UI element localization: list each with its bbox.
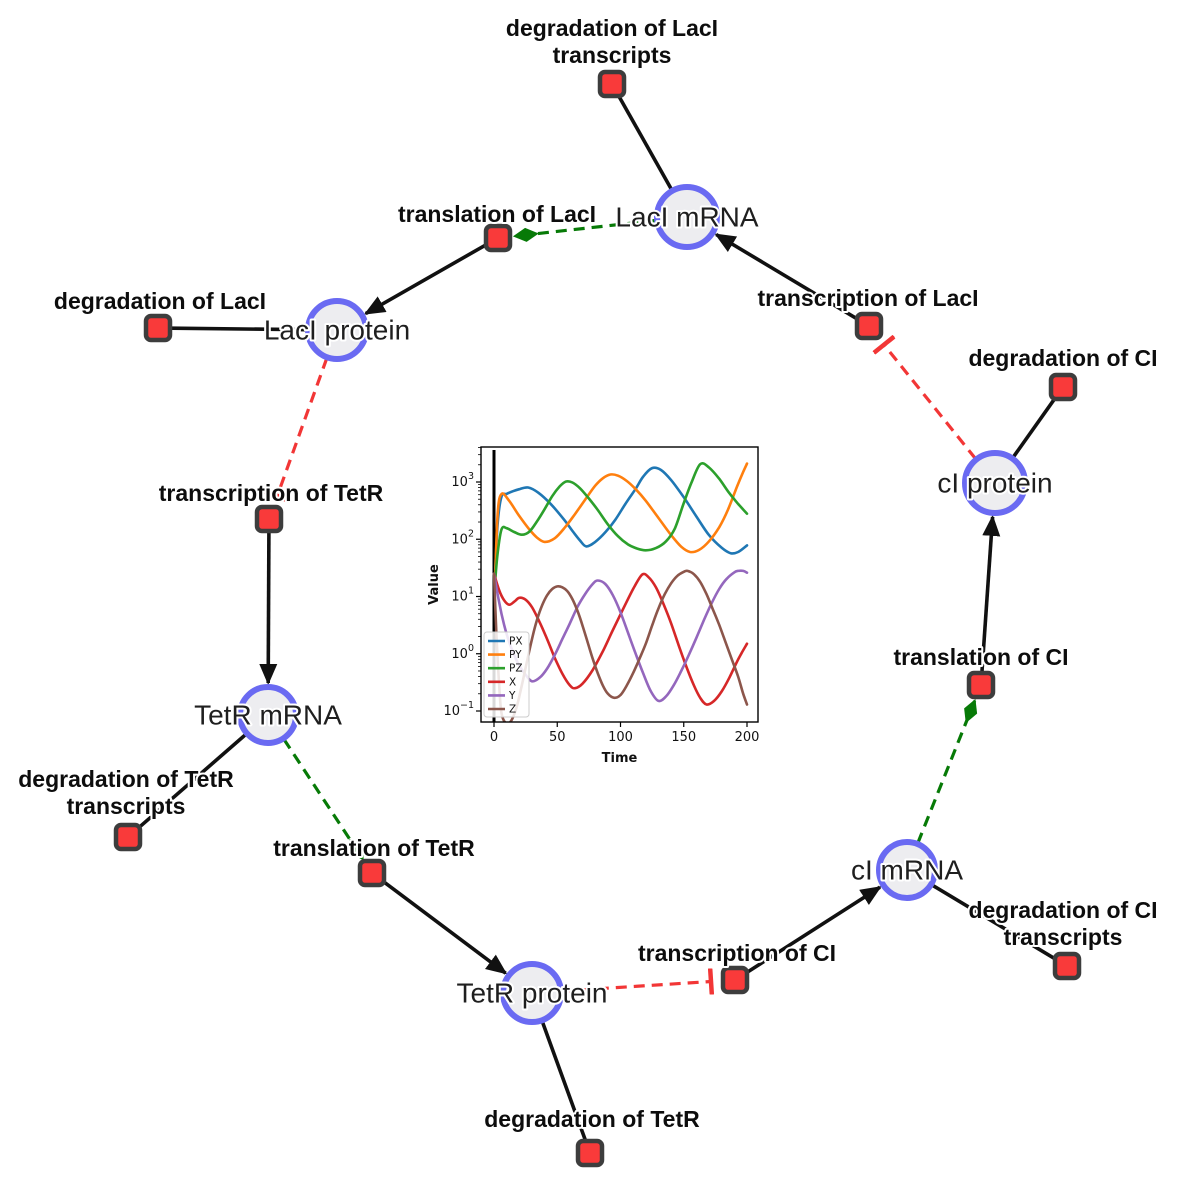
species-label-tetr_protein: TetR protein bbox=[457, 978, 608, 1009]
reaction-node-txn_ci[interactable] bbox=[720, 965, 750, 995]
species-label-laci_mrna: LacI mRNA bbox=[615, 202, 758, 233]
species-label-ci_mrna: cI mRNA bbox=[851, 855, 963, 886]
reaction-label-txn_laci: transcription of LacI bbox=[757, 285, 978, 311]
edge-tln_tetr-tetr_protein-arrow bbox=[382, 879, 508, 975]
species-node-tetr_mrna[interactable] bbox=[237, 684, 299, 746]
reaction-node-txn_tetr[interactable] bbox=[254, 504, 284, 534]
species-label-laci_protein: LacI protein bbox=[264, 315, 410, 346]
y-tick-label-1e3: 103 bbox=[451, 471, 474, 490]
edges-layer bbox=[137, 95, 1057, 1141]
labels-layer: degradation of LacItranscriptstranslatio… bbox=[16, 13, 1159, 1134]
species-node-tetr_protein[interactable] bbox=[500, 961, 564, 1025]
edge-ci_mrna-deg_ci_tx-plain bbox=[930, 883, 1056, 961]
reaction-label-deg_ci: degradation of CI bbox=[968, 345, 1157, 371]
edge-txn_tetr-tetr_mrna-arrow bbox=[259, 532, 278, 685]
edge-tetr_mrna-deg_tetr_tx-plain bbox=[137, 732, 248, 830]
reaction-node-txn_laci[interactable] bbox=[854, 311, 884, 341]
reaction-label-deg_laci_tx-line1: degradation of LacI bbox=[506, 15, 718, 41]
reaction-node-deg_ci_tx[interactable] bbox=[1052, 951, 1082, 981]
legend-entry-X: X bbox=[509, 676, 516, 688]
x-tick-label-50: 50 bbox=[549, 730, 566, 745]
legend-entry-Z: Z bbox=[509, 704, 516, 716]
edge-tetr_protein-deg_tetr-plain bbox=[540, 1020, 587, 1141]
species-label-tetr_mrna: TetR mRNA bbox=[194, 700, 342, 731]
legend-entry-PY: PY bbox=[509, 649, 522, 661]
edge-laci_protein-txn_tetr-inhibition bbox=[277, 357, 329, 496]
series-line-PZ bbox=[494, 462, 749, 581]
edge-ci_protein-deg_ci-plain bbox=[1011, 397, 1057, 459]
plot-axes-box bbox=[480, 446, 759, 723]
y-tick-label-1e−1: 10−1 bbox=[443, 700, 474, 719]
series-line-Z bbox=[492, 569, 749, 722]
reaction-node-deg_ci[interactable] bbox=[1048, 372, 1078, 402]
species-node-laci_protein[interactable] bbox=[305, 298, 369, 362]
x-tick-label-0: 0 bbox=[490, 730, 498, 745]
edge-tetr_protein-txn_ci-inhibition bbox=[561, 982, 711, 992]
reaction-node-deg_laci_tx[interactable] bbox=[597, 69, 627, 99]
y-tick-label-1e0: 100 bbox=[451, 643, 474, 662]
legend-entry-Y: Y bbox=[508, 690, 516, 702]
y-tick-label-1e2: 102 bbox=[451, 528, 474, 547]
series-line-PX bbox=[494, 466, 749, 571]
reaction-label-tln_tetr: translation of TetR bbox=[273, 835, 475, 861]
reaction-node-tln_ci[interactable] bbox=[966, 670, 996, 700]
legend-entry-PX: PX bbox=[509, 636, 523, 648]
reaction-label-deg_tetr_tx-line1: degradation of TetR bbox=[18, 766, 234, 792]
reaction-label-txn_ci: transcription of CI bbox=[638, 940, 836, 966]
x-tick-label-200: 200 bbox=[735, 730, 760, 745]
reaction-label-deg_laci_tx-line2: transcripts bbox=[553, 42, 672, 68]
legend-entry-PZ: PZ bbox=[509, 663, 523, 675]
edge-ci_protein-txn_laci-inhibition bbox=[884, 345, 977, 460]
edge-txn_laci-laci_mrna-arrow bbox=[714, 232, 858, 321]
reaction-label-tln_ci: translation of CI bbox=[893, 644, 1068, 670]
reaction-label-deg_ci_tx-line1: degradation of CI bbox=[968, 897, 1157, 923]
species-node-ci_mrna[interactable] bbox=[876, 839, 938, 901]
reaction-node-deg_laci[interactable] bbox=[143, 313, 173, 343]
x-tick-label-100: 100 bbox=[608, 730, 633, 745]
reaction-node-tln_tetr[interactable] bbox=[357, 858, 387, 888]
species-node-laci_mrna[interactable] bbox=[654, 184, 720, 250]
reaction-node-tln_laci[interactable] bbox=[483, 223, 513, 253]
reaction-label-deg_tetr_tx-line2: transcripts bbox=[67, 793, 186, 819]
reaction-node-deg_tetr[interactable] bbox=[575, 1138, 605, 1168]
y-axis-label: Value bbox=[427, 564, 442, 605]
x-tick-label-150: 150 bbox=[671, 730, 696, 745]
nodes-layer bbox=[113, 69, 1082, 1168]
reaction-label-txn_tetr: transcription of TetR bbox=[159, 480, 384, 506]
reaction-label-deg_laci: degradation of LacI bbox=[54, 288, 266, 314]
edge-txn_ci-ci_mrna-arrow bbox=[745, 885, 882, 975]
series-line-PY bbox=[494, 462, 749, 575]
x-axis-label: Time bbox=[602, 751, 638, 766]
edge-tln_laci-laci_protein-arrow bbox=[363, 243, 487, 316]
edge-deg_laci-laci_protein-plain bbox=[171, 326, 308, 332]
plot-series-group bbox=[492, 450, 749, 722]
species-node-ci_protein[interactable] bbox=[962, 450, 1028, 516]
species-label-ci_protein: cI protein bbox=[937, 468, 1052, 499]
edge-tetr_mrna-tln_tetr-modifier bbox=[282, 738, 365, 861]
inset-timecourse-plot: 0 50 100 150 20010310210110010−1TimeValuePXP… bbox=[427, 446, 760, 766]
y-tick-label-1e1: 101 bbox=[451, 586, 474, 605]
reaction-label-deg_tetr: degradation of TetR bbox=[484, 1106, 700, 1132]
reaction-node-deg_tetr_tx[interactable] bbox=[113, 822, 143, 852]
edge-deg_laci_tx-laci_mrna-plain bbox=[617, 95, 674, 191]
edge-tln_ci-ci_protein-arrow bbox=[980, 514, 1001, 672]
edge-laci_mrna-tln_laci-modifier bbox=[512, 218, 657, 242]
reaction-label-tln_laci: translation of LacI bbox=[398, 201, 596, 227]
series-line-X bbox=[492, 572, 749, 706]
reaction-label-deg_ci_tx-line2: transcripts bbox=[1004, 924, 1123, 950]
edge-ci_mrna-tln_ci-modifier bbox=[916, 698, 978, 844]
